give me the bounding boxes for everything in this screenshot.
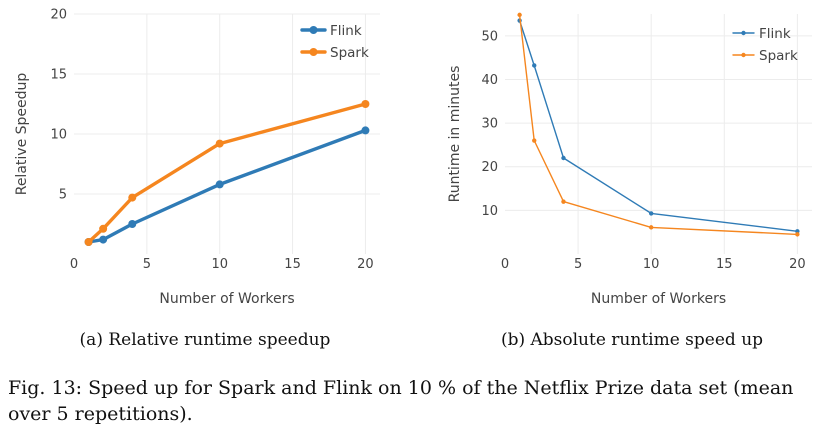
series-line-spark [518, 14, 799, 236]
legend-marker [309, 26, 318, 34]
x-tick-label: 20 [357, 257, 374, 272]
x-tick-label: 20 [789, 257, 806, 272]
data-point-spark [795, 232, 800, 237]
x-tick-label: 10 [643, 257, 660, 272]
x-tick-label: 5 [143, 257, 151, 272]
legend-marker [309, 48, 318, 56]
legend-item-spark: Spark [732, 48, 798, 64]
y-tick-label: 15 [50, 68, 67, 83]
data-point-flink [795, 229, 800, 234]
x-axis-title: Number of Workers [159, 291, 294, 307]
chart-relative-speedup: 5 10 15 20 0 5 10 15 20 Number of Workers Relative… [14, 8, 380, 307]
legend-label: Flink [759, 26, 791, 42]
y-tick-label: 50 [481, 29, 498, 44]
y-tick-label: 5 [59, 188, 67, 203]
legend-item-spark: Spark [300, 45, 369, 61]
data-point-flink [99, 235, 108, 244]
data-point-spark [215, 139, 224, 148]
data-point-spark [128, 193, 137, 202]
data-point-spark [561, 199, 566, 204]
legend-item-flink: Flink [300, 23, 362, 39]
data-point-flink [561, 155, 566, 161]
x-tick-label: 15 [284, 257, 301, 272]
y-tick-label: 40 [481, 73, 498, 88]
figure-caption-line-1: Fig. 13: Speed up for Spark and Flink on… [8, 377, 793, 399]
series-line-flink [518, 19, 799, 233]
x-tick-label: 15 [716, 257, 733, 272]
x-axis-title: Number of Workers [591, 291, 726, 307]
data-point-flink [532, 63, 537, 68]
data-point-flink [215, 180, 224, 189]
y-tick-label: 20 [481, 160, 498, 175]
x-tick-label: 0 [70, 257, 78, 272]
y-axis-title: Relative Speedup [14, 73, 30, 196]
y-tick-label: 20 [50, 8, 67, 23]
chart-absolute-runtime: 10 20 30 40 50 0 5 10 15 20 Number of Workers Runti… [447, 12, 812, 307]
subcaption-b: (b) Absolute runtime speed up [501, 330, 763, 350]
y-tick-label: 10 [481, 204, 498, 219]
legend-label: Flink [330, 23, 362, 39]
data-point-spark [517, 12, 522, 18]
subcaption-a: (a) Relative runtime speedup [80, 330, 331, 350]
data-point-spark [532, 138, 537, 143]
y-tick-label: 30 [481, 117, 498, 132]
legend-item-flink: Flink [732, 26, 791, 42]
x-tick-label: 5 [574, 257, 582, 272]
x-tick-label: 0 [501, 257, 509, 272]
x-tick-label: 10 [211, 257, 228, 272]
legend-marker [741, 52, 746, 58]
data-point-spark [84, 238, 93, 246]
legend-label: Spark [759, 48, 798, 64]
figure-caption-line-2: over 5 repetitions). [8, 403, 193, 425]
data-point-spark [648, 225, 654, 230]
data-point-flink [361, 126, 370, 135]
y-axis-title: Runtime in minutes [447, 66, 463, 203]
data-point-spark [361, 100, 370, 108]
data-point-flink [648, 211, 654, 216]
data-point-flink [128, 220, 137, 228]
y-tick-label: 10 [50, 128, 67, 143]
legend-marker [741, 30, 746, 36]
data-point-spark [99, 224, 108, 233]
legend-label: Spark [330, 45, 369, 61]
